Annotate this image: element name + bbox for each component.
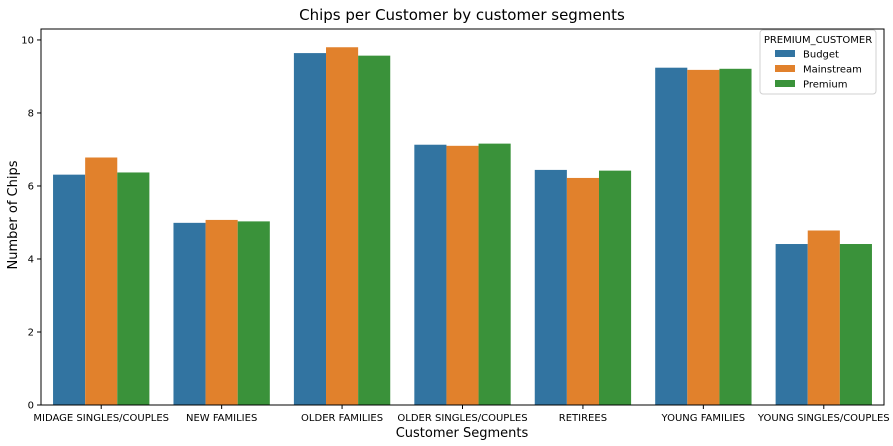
bar-mainstream — [687, 69, 720, 405]
bar-mainstream — [566, 177, 599, 405]
legend: PREMIUM_CUSTOMER Budget Mainstream Premium — [759, 29, 877, 95]
bar-budget — [293, 53, 327, 406]
bar-mainstream — [807, 230, 840, 405]
x-tick-label: YOUNG FAMILIES — [661, 413, 746, 424]
y-tick-label: 2 — [28, 327, 34, 338]
legend-label-premium: Premium — [803, 80, 848, 91]
bar-mainstream — [446, 145, 479, 405]
y-tick-label: 0 — [28, 401, 34, 412]
bar-budget — [534, 169, 567, 405]
x-tick-label: YOUNG SINGLES/COUPLES — [757, 413, 890, 424]
legend-label-mainstream: Mainstream — [803, 65, 862, 76]
bar-premium — [719, 68, 752, 406]
legend-label-budget: Budget — [803, 50, 839, 61]
x-tick-label: NEW FAMILIES — [186, 413, 257, 424]
legend-title: PREMIUM_CUSTOMER — [764, 35, 872, 46]
bar-mainstream — [85, 157, 118, 405]
legend-box — [759, 29, 877, 95]
bar-premium — [839, 244, 872, 405]
x-tick-label: OLDER FAMILIES — [301, 413, 383, 424]
bar-budget — [414, 144, 447, 405]
bar-budget — [173, 222, 206, 405]
y-tick-label: 10 — [21, 35, 34, 46]
bar-premium — [598, 170, 632, 405]
bar-budget — [655, 67, 688, 406]
bar-premium — [478, 143, 511, 405]
y-tick-label: 6 — [28, 181, 34, 192]
bar-premium — [358, 55, 391, 405]
bar-premium — [117, 172, 150, 405]
bar-budget — [775, 244, 808, 405]
y-tick-label: 4 — [28, 254, 34, 265]
y-tick-label: 8 — [28, 108, 34, 119]
y-axis-label: Number of Chips — [6, 160, 21, 269]
bar-mainstream — [326, 47, 359, 405]
bar-premium — [237, 221, 270, 405]
legend-swatch-premium — [775, 80, 795, 87]
chart-title: Chips per Customer by customer segments — [299, 6, 625, 24]
bar-mainstream — [205, 219, 238, 405]
bar-budget — [53, 174, 86, 405]
legend-swatch-budget — [775, 50, 795, 57]
plot-frame — [40, 28, 885, 406]
x-tick-label: OLDER SINGLES/COUPLES — [397, 413, 527, 424]
x-axis-label: Customer Segments — [396, 426, 529, 441]
legend-swatch-mainstream — [775, 65, 795, 72]
x-tick-label: RETIREES — [559, 413, 607, 424]
x-tick-label: MIDAGE SINGLES/COUPLES — [33, 413, 169, 424]
